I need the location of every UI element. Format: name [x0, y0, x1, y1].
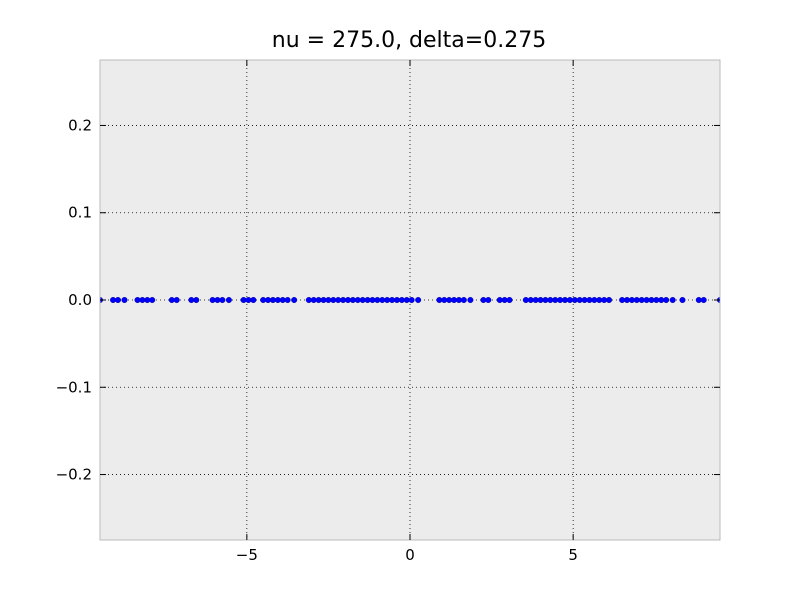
- data-point: [114, 297, 121, 304]
- data-point: [284, 297, 291, 304]
- data-point: [225, 297, 232, 304]
- data-point: [415, 297, 422, 304]
- y-tick-label: −0.2: [56, 466, 92, 484]
- x-tick-label: 5: [568, 546, 578, 564]
- data-point: [408, 297, 415, 304]
- data-point: [173, 297, 180, 304]
- x-tick-label: −5: [236, 546, 258, 564]
- data-point: [460, 297, 467, 304]
- data-point: [663, 297, 670, 304]
- data-point: [291, 297, 298, 304]
- data-point: [700, 297, 707, 304]
- data-point: [121, 297, 128, 304]
- data-point: [467, 297, 474, 304]
- data-point: [149, 297, 156, 304]
- y-tick-label: 0.1: [68, 204, 92, 222]
- chart-title: nu = 275.0, delta=0.275: [271, 28, 547, 53]
- data-point: [250, 297, 257, 304]
- data-point: [506, 297, 513, 304]
- x-tick-label: 0: [405, 546, 415, 564]
- data-point: [219, 297, 226, 304]
- data-point: [669, 297, 676, 304]
- y-tick-label: −0.1: [56, 378, 92, 396]
- data-series: [100, 297, 720, 304]
- data-point: [485, 297, 492, 304]
- y-tick-label: 0.2: [68, 116, 92, 134]
- data-point: [606, 297, 613, 304]
- data-point: [679, 297, 686, 304]
- data-point: [193, 297, 200, 304]
- y-tick-label: 0.0: [68, 291, 92, 309]
